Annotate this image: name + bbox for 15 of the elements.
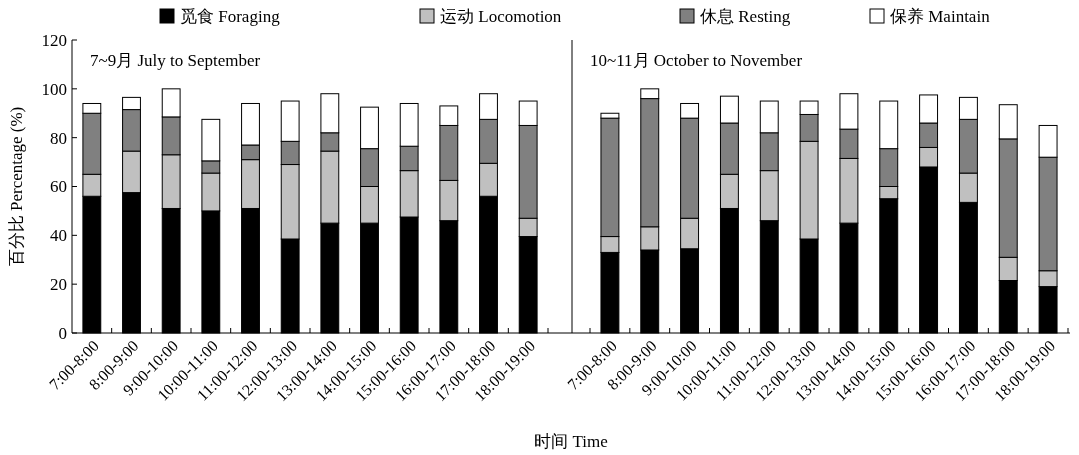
y-axis-title: 百分比 Percentage (%) [7, 106, 26, 267]
y-tick-label: 100 [41, 79, 67, 99]
y-tick-label: 40 [50, 226, 67, 246]
legend-label: 休息 Resting [700, 7, 791, 26]
y-tick-label: 80 [50, 128, 67, 148]
legend-label: 保养 Maintain [890, 7, 991, 26]
y-tick-label: 0 [58, 323, 67, 343]
y-tick-label: 60 [50, 177, 67, 197]
legend-label: 觅食 Foraging [180, 7, 281, 26]
y-tick-label: 120 [41, 30, 67, 50]
y-tick-label: 20 [50, 275, 67, 295]
legend-label: 运动 Locomotion [440, 7, 562, 26]
text: 10~11月 October to November [590, 51, 803, 70]
text: 7~9月 July to September [90, 51, 261, 70]
x-axis-title: 时间 Time [534, 432, 608, 451]
